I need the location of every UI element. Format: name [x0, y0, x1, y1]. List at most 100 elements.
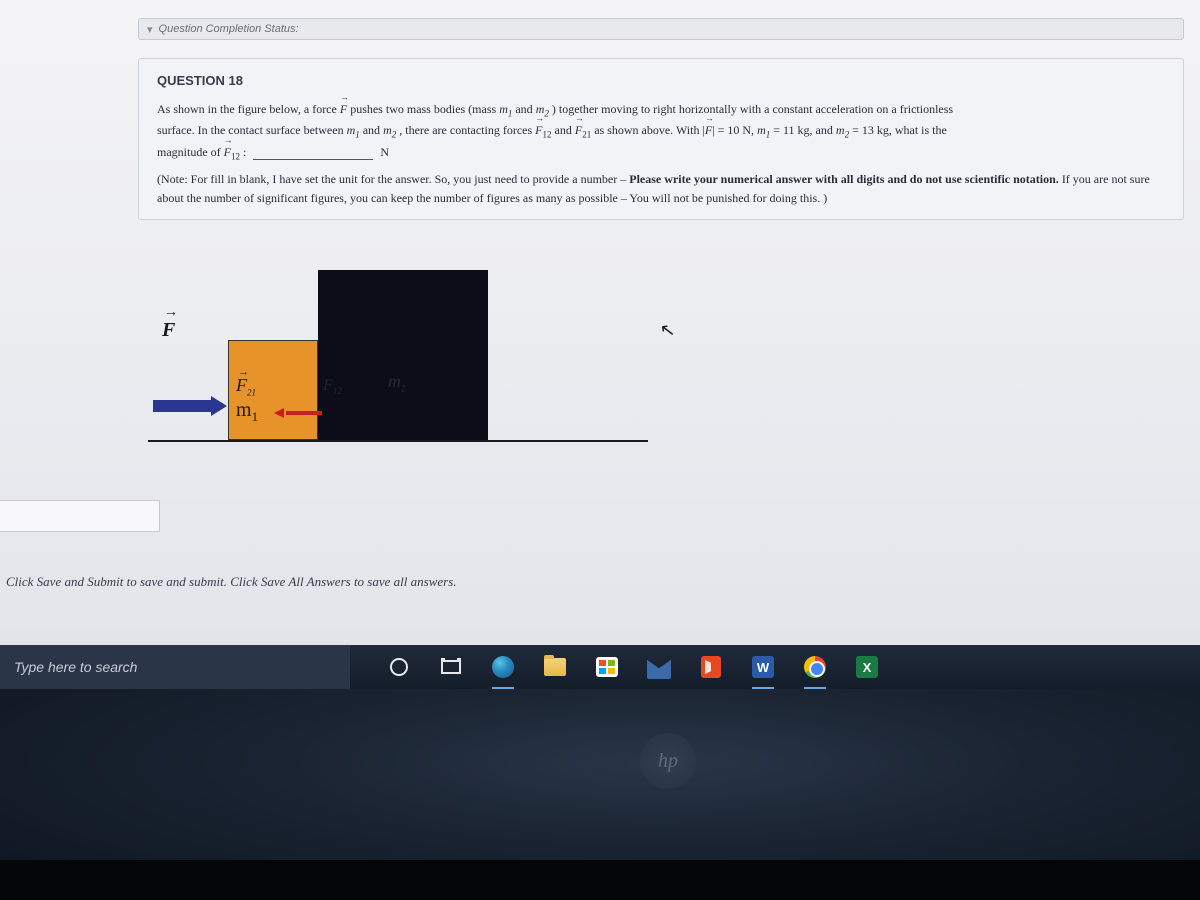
m2-ghost-label: m2	[388, 371, 406, 394]
text: As shown in the figure below, a force	[157, 102, 340, 116]
sym: F	[340, 102, 347, 116]
text: pushes two mass bodies (mass	[350, 102, 499, 116]
text: = 10 N,	[718, 123, 757, 137]
page-content: ▾ Question Completion Status: QUESTION 1…	[0, 0, 1200, 645]
vector-F21: F	[575, 121, 582, 140]
sym: m	[499, 102, 508, 116]
arrow-shaft	[286, 411, 322, 415]
sub: 1	[508, 108, 513, 118]
vector-arrow-icon: →	[238, 366, 249, 378]
sym: m	[236, 399, 252, 421]
sym: m	[383, 123, 392, 137]
office-icon[interactable]	[698, 654, 724, 680]
sym: F	[162, 319, 175, 341]
mail-icon[interactable]	[646, 654, 672, 680]
sym: m	[388, 371, 401, 391]
sub: 2	[401, 384, 406, 394]
text: as shown above. With	[594, 123, 702, 137]
sym: F	[323, 377, 333, 394]
ground-line	[148, 440, 648, 442]
vector-arrow-icon: →	[164, 305, 178, 321]
question-note: (Note: For fill in blank, I have set the…	[157, 170, 1165, 207]
text-bold: Please write your numerical answer with …	[629, 172, 1059, 186]
sub: 12	[231, 151, 240, 161]
arrow-head-icon	[211, 396, 227, 416]
completion-status-bar[interactable]: ▾ Question Completion Status:	[138, 18, 1184, 40]
sym: m	[836, 123, 845, 137]
sym-m2: m2	[836, 123, 849, 137]
taskbar-search[interactable]: Type here to search	[0, 645, 350, 689]
text: = 13 kg, what is the	[852, 123, 947, 137]
unit: N	[380, 145, 389, 159]
abs: |	[712, 123, 714, 137]
physics-figure: → F → F21 m1 F12 m2	[138, 252, 658, 482]
text: and	[555, 123, 575, 137]
question-number: QUESTION 18	[157, 73, 1165, 88]
sym: F	[705, 123, 712, 137]
F21-label: → F21	[236, 376, 256, 398]
text: surface. In the contact surface between	[157, 123, 347, 137]
m1-label: m1	[236, 399, 258, 424]
edge-icon[interactable]	[490, 654, 516, 680]
search-placeholder: Type here to search	[14, 659, 137, 675]
red-arrow	[274, 408, 322, 418]
sub: 1	[766, 130, 771, 140]
answer-input[interactable]	[253, 145, 373, 160]
laptop-bezel: hp	[0, 689, 1200, 900]
arrow-shaft	[153, 400, 213, 412]
vector-F: F	[340, 100, 347, 119]
arrow-head-icon	[274, 408, 284, 418]
force-arrow	[153, 396, 228, 416]
sym: F	[224, 145, 231, 159]
question-text: As shown in the figure below, a force F …	[157, 100, 1165, 164]
question-panel: QUESTION 18 As shown in the figure below…	[138, 58, 1184, 220]
sub: 21	[247, 388, 256, 398]
text: and	[363, 123, 383, 137]
ms-store-icon[interactable]	[594, 654, 620, 680]
sub: 1	[355, 130, 360, 140]
sub: 12	[543, 130, 552, 140]
m1-labels: → F21 m1	[236, 376, 258, 424]
F12-ghost-label: F12	[323, 377, 342, 396]
text: magnitude of	[157, 145, 224, 159]
text: , there are contacting forces	[399, 123, 535, 137]
sym-m1: m1	[757, 123, 770, 137]
sub: 2	[845, 130, 850, 140]
windows-taskbar: Type here to search W X	[0, 645, 1200, 689]
sym-m2: m2	[383, 123, 396, 137]
hp-logo-icon: hp	[640, 733, 696, 789]
sym: F	[535, 123, 542, 137]
text: and	[515, 102, 535, 116]
sym-m1: m1	[499, 102, 512, 116]
completion-status-label: Question Completion Status:	[159, 23, 299, 35]
sub: 21	[582, 130, 591, 140]
save-submit-instruction: Click Save and Submit to save and submit…	[6, 574, 457, 590]
taskbar-icons: W X	[386, 654, 880, 680]
block-m2	[318, 270, 488, 440]
text: (Note: For fill in blank, I have set the…	[157, 172, 629, 186]
sub: 12	[333, 386, 342, 396]
text: ) together moving to right horizontally …	[552, 102, 953, 116]
sym: m	[757, 123, 766, 137]
taskview-icon[interactable]	[438, 654, 464, 680]
sub: 2	[544, 108, 549, 118]
cortana-icon[interactable]	[386, 654, 412, 680]
sub: 1	[252, 409, 259, 424]
force-F-label: → F	[162, 319, 175, 342]
cursor-icon: ↖	[659, 319, 677, 342]
vector-F12: F	[224, 143, 231, 162]
vector-F: F	[705, 121, 712, 140]
desk-edge	[0, 860, 1200, 900]
sym-m1: m1	[347, 123, 360, 137]
sub: 2	[392, 130, 397, 140]
word-icon[interactable]: W	[750, 654, 776, 680]
partial-box	[0, 500, 160, 532]
chrome-icon[interactable]	[802, 654, 828, 680]
sym: F	[575, 123, 582, 137]
sym: m	[347, 123, 356, 137]
text: = 11 kg, and	[773, 123, 836, 137]
vector-F12: F	[535, 121, 542, 140]
excel-icon[interactable]: X	[854, 654, 880, 680]
chevron-down-icon: ▾	[147, 23, 153, 36]
file-explorer-icon[interactable]	[542, 654, 568, 680]
